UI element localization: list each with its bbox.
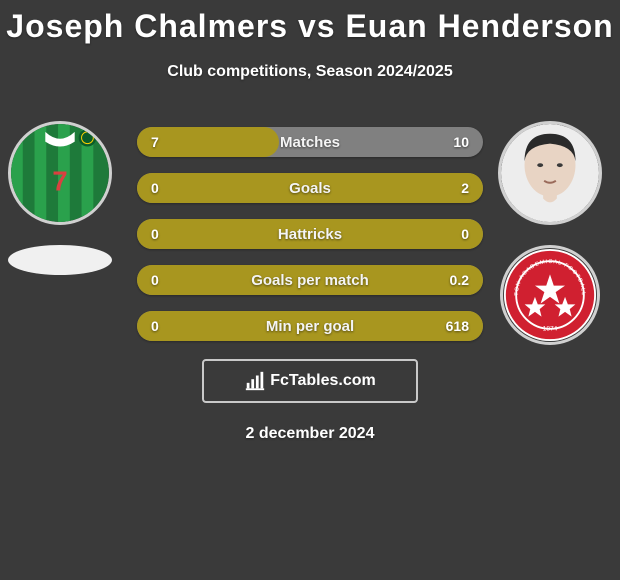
stat-row: 0Goals per match0.2 [137,265,483,295]
stat-value-right: 0.2 [450,272,469,288]
stat-label: Min per goal [137,318,483,335]
subtitle: Club competitions, Season 2024/2025 [0,63,620,81]
team-right-logo: HAMILTON ACADEMICAL FOOTBALL CLUB 1874 [500,245,600,345]
club-badge-icon: HAMILTON ACADEMICAL FOOTBALL CLUB 1874 [503,247,597,343]
team-left-logo [8,245,112,275]
stat-label: Hattricks [137,226,483,243]
svg-text:1874: 1874 [543,326,558,333]
player-left-avatar: 7 [8,121,112,225]
stat-label: Goals per match [137,272,483,289]
svg-text:7: 7 [52,166,67,197]
stat-value-right: 0 [461,226,469,242]
date-label: 2 december 2024 [0,425,620,443]
stat-row: 0Goals2 [137,173,483,203]
stat-value-right: 2 [461,180,469,196]
face-icon [501,124,599,222]
page-title: Joseph Chalmers vs Euan Henderson [0,0,620,45]
stat-row: 0Hattricks0 [137,219,483,249]
brand-label: FcTables.com [270,372,376,390]
brand-box[interactable]: FcTables.com [202,359,418,403]
stat-label: Matches [137,134,483,151]
stat-value-right: 618 [446,318,469,334]
left-player-column: 7 [8,121,112,275]
right-player-column: HAMILTON ACADEMICAL FOOTBALL CLUB 1874 [498,121,602,345]
comparison-panel: 7 [0,121,620,341]
bar-chart-icon [244,370,266,392]
stat-value-right: 10 [453,134,469,150]
jersey-icon: 7 [11,124,109,222]
player-right-avatar [498,121,602,225]
stat-row: 0Min per goal618 [137,311,483,341]
stat-row: 7Matches10 [137,127,483,157]
stat-label: Goals [137,180,483,197]
stats-list: 7Matches100Goals20Hattricks00Goals per m… [137,121,483,341]
